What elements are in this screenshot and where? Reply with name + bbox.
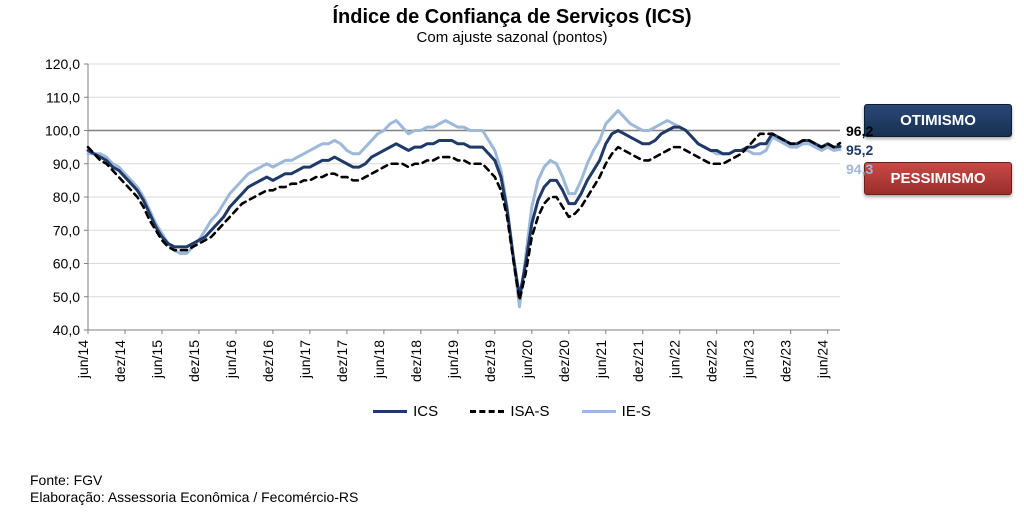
svg-text:dez/23: dez/23 xyxy=(778,340,794,382)
chart-subtitle: Com ajuste sazonal (pontos) xyxy=(0,29,1024,46)
svg-text:jun/16: jun/16 xyxy=(223,340,239,379)
badge-pessimism: PESSIMISMO xyxy=(864,162,1012,195)
svg-text:dez/19: dez/19 xyxy=(482,340,498,382)
footer-source: Fonte: FGV Elaboração: Assessoria Econôm… xyxy=(30,472,358,506)
legend-item-ie: IE-S xyxy=(582,403,651,420)
source-line1: Fonte: FGV xyxy=(30,472,358,489)
svg-text:jun/20: jun/20 xyxy=(519,340,535,379)
svg-text:jun/15: jun/15 xyxy=(149,340,165,379)
badge-optimism: OTIMISMO xyxy=(864,104,1012,137)
plot-area: 40,0 50,0 60,0 70,0 80,0 90,0 100,0 110,0 120,0 j… xyxy=(30,58,850,418)
svg-text:50,0: 50,0 xyxy=(53,289,80,305)
chart-title: Índice de Confiança de Serviços (ICS) xyxy=(0,6,1024,29)
svg-text:jun/14: jun/14 xyxy=(75,340,91,379)
svg-text:120,0: 120,0 xyxy=(45,58,80,72)
svg-text:110,0: 110,0 xyxy=(46,89,80,105)
legend-label-ie: IE-S xyxy=(622,403,651,420)
svg-text:90,0: 90,0 xyxy=(53,156,80,172)
legend-swatch-isa xyxy=(470,410,504,413)
svg-text:dez/16: dez/16 xyxy=(260,340,276,382)
legend: ICS ISA-S IE-S xyxy=(0,400,1024,420)
svg-text:dez/21: dez/21 xyxy=(630,340,646,382)
svg-text:jun/17: jun/17 xyxy=(297,340,313,379)
chart-card: Índice de Confiança de Serviços (ICS) Co… xyxy=(0,0,1024,512)
svg-text:60,0: 60,0 xyxy=(53,256,80,272)
svg-text:jun/22: jun/22 xyxy=(667,340,683,379)
end-label-ics: 95,2 xyxy=(846,142,873,158)
svg-text:100,0: 100,0 xyxy=(45,123,80,139)
legend-label-ics: ICS xyxy=(413,403,438,420)
svg-text:jun/21: jun/21 xyxy=(593,340,609,379)
legend-label-isa: ISA-S xyxy=(510,403,549,420)
svg-text:dez/14: dez/14 xyxy=(112,340,128,382)
source-line2: Elaboração: Assessoria Econômica / Fecom… xyxy=(30,489,358,506)
svg-text:70,0: 70,0 xyxy=(53,222,80,238)
legend-swatch-ie xyxy=(582,410,616,413)
svg-text:dez/22: dez/22 xyxy=(704,340,720,382)
end-label-isa: 96,2 xyxy=(846,123,873,139)
svg-text:dez/15: dez/15 xyxy=(186,340,202,382)
legend-swatch-ics xyxy=(373,410,407,413)
svg-text:jun/24: jun/24 xyxy=(815,340,831,379)
svg-text:40,0: 40,0 xyxy=(53,322,80,338)
svg-text:dez/17: dez/17 xyxy=(334,340,350,382)
line-chart-svg: 40,0 50,0 60,0 70,0 80,0 90,0 100,0 110,0 120,0 j… xyxy=(30,58,850,418)
svg-text:jun/18: jun/18 xyxy=(371,340,387,379)
end-label-ie: 94,3 xyxy=(846,161,873,177)
legend-item-ics: ICS xyxy=(373,403,438,420)
svg-text:80,0: 80,0 xyxy=(53,189,80,205)
svg-text:dez/18: dez/18 xyxy=(408,340,424,382)
svg-text:jun/23: jun/23 xyxy=(741,340,757,379)
svg-text:dez/20: dez/20 xyxy=(556,340,572,382)
legend-item-isa: ISA-S xyxy=(470,403,549,420)
svg-text:jun/19: jun/19 xyxy=(445,340,461,379)
